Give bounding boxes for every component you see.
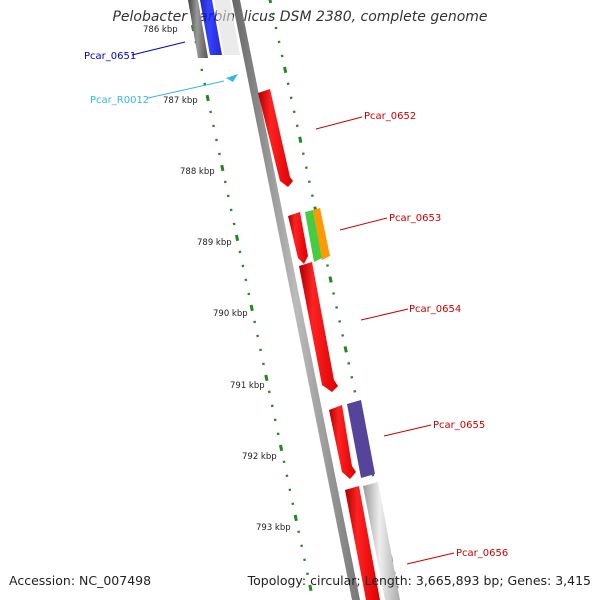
major-tick xyxy=(234,234,240,242)
gene-label-pcar-0652[interactable]: Pcar_0652 xyxy=(364,111,416,122)
major-tick xyxy=(268,0,273,4)
cog-orange-block xyxy=(313,208,330,260)
ruler-label: 786 kbp xyxy=(143,25,178,35)
ruler-label: 787 kbp xyxy=(163,96,198,106)
ruler-label: 789 kbp xyxy=(197,238,232,248)
ruler-label: 790 kbp xyxy=(213,309,248,319)
ruler-label: 792 kbp xyxy=(242,452,277,462)
callout-line xyxy=(383,424,432,437)
gene-label-pcar-0653[interactable]: Pcar_0653 xyxy=(389,213,441,224)
major-tick xyxy=(343,346,348,353)
major-tick xyxy=(205,94,210,102)
major-tick xyxy=(249,304,254,312)
ruler-label: 788 kbp xyxy=(180,167,215,177)
major-tick xyxy=(220,164,225,172)
major-tick xyxy=(328,276,333,283)
gene-pcar-0651[interactable] xyxy=(200,0,222,55)
callout-line xyxy=(131,41,186,56)
gene-label-pcar-0656[interactable]: Pcar_0656 xyxy=(456,548,508,559)
callout-line xyxy=(360,308,409,321)
gene-label-pcar-r0012[interactable]: Pcar_R0012 xyxy=(90,95,149,106)
ruler-label: 791 kbp xyxy=(230,381,265,391)
cog-gray-block xyxy=(214,0,240,55)
gene-pcar-0652[interactable] xyxy=(258,89,293,187)
callout-line xyxy=(315,116,363,130)
major-tick xyxy=(264,374,269,382)
cog-green-block xyxy=(305,210,322,262)
ruler-label: 793 kbp xyxy=(256,523,291,533)
gene-label-pcar-0655[interactable]: Pcar_0655 xyxy=(433,420,485,431)
major-tick xyxy=(298,136,303,144)
gene-pcar-0653[interactable] xyxy=(288,212,308,264)
genome-backbone xyxy=(232,0,360,600)
callout-line xyxy=(147,80,225,99)
rna-pcar-r0012[interactable] xyxy=(226,74,238,82)
major-tick xyxy=(283,66,288,74)
ruler-tick-track xyxy=(190,24,313,592)
major-tick xyxy=(308,584,313,592)
gene-label-pcar-0651[interactable]: Pcar_0651 xyxy=(84,51,136,62)
gene-label-pcar-0654[interactable]: Pcar_0654 xyxy=(409,304,461,315)
cog-gray-block xyxy=(188,0,208,58)
accession-text: Accession: NC_007498 xyxy=(9,573,152,588)
cog-purple-block xyxy=(347,400,375,478)
cog-gray-block xyxy=(363,482,400,600)
gene-pcar-0654[interactable] xyxy=(299,262,338,392)
genome-summary-text: Topology: circular; Length: 3,665,893 bp… xyxy=(247,573,591,588)
gene-pcar-0655[interactable] xyxy=(329,405,356,479)
callout-line xyxy=(406,552,455,565)
gene-pcar-0656[interactable] xyxy=(345,486,380,600)
major-tick xyxy=(293,514,298,522)
major-tick xyxy=(278,444,284,452)
callout-line xyxy=(339,217,388,231)
